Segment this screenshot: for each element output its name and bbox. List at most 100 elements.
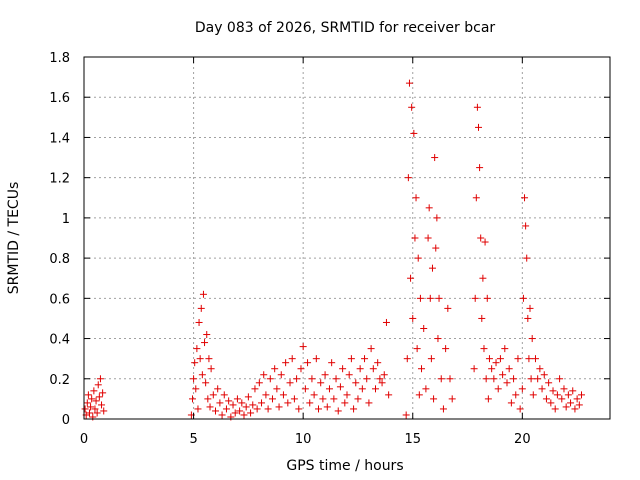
data-point xyxy=(496,355,504,363)
chart-title: Day 083 of 2026, SRMTID for receiver bca… xyxy=(195,20,496,36)
data-point xyxy=(564,391,572,399)
data-point xyxy=(191,359,199,367)
data-point xyxy=(549,387,557,395)
data-point xyxy=(556,375,564,383)
data-point xyxy=(404,174,412,182)
data-point xyxy=(477,234,485,242)
data-point xyxy=(526,304,534,312)
data-point xyxy=(203,331,211,339)
data-point xyxy=(378,379,386,387)
data-point xyxy=(343,391,351,399)
data-point xyxy=(222,405,230,413)
data-point xyxy=(538,385,546,393)
data-point xyxy=(299,343,307,351)
data-point xyxy=(573,395,581,403)
data-point xyxy=(207,365,215,373)
data-point xyxy=(551,405,559,413)
data-point xyxy=(258,399,266,407)
data-point xyxy=(90,387,98,395)
data-point xyxy=(188,395,196,403)
data-point xyxy=(560,385,568,393)
data-point xyxy=(380,371,388,379)
data-point xyxy=(476,164,484,172)
data-point xyxy=(354,395,362,403)
data-point xyxy=(321,371,329,379)
x-tick-label: 10 xyxy=(295,432,312,447)
data-point xyxy=(365,399,373,407)
y-tick-label: 1.8 xyxy=(49,51,70,66)
data-point xyxy=(424,234,432,242)
data-point xyxy=(428,264,436,272)
data-point xyxy=(225,397,233,405)
data-point xyxy=(352,379,360,387)
data-point xyxy=(341,399,349,407)
data-point xyxy=(279,391,287,399)
data-point xyxy=(409,314,417,322)
data-point xyxy=(264,405,272,413)
data-point xyxy=(439,405,447,413)
data-point xyxy=(209,391,217,399)
data-point xyxy=(271,365,279,373)
data-point xyxy=(501,345,509,353)
data-point xyxy=(507,399,515,407)
data-point xyxy=(229,401,237,409)
data-point xyxy=(478,314,486,322)
data-point xyxy=(472,194,480,202)
data-point xyxy=(426,294,434,302)
data-point xyxy=(407,274,415,282)
axis-ticks xyxy=(83,56,610,420)
data-point xyxy=(485,355,493,363)
data-point xyxy=(540,371,548,379)
data-point xyxy=(363,375,371,383)
data-point xyxy=(94,381,102,389)
data-point xyxy=(266,375,274,383)
data-point xyxy=(247,409,255,417)
data-point xyxy=(522,222,530,230)
data-point xyxy=(85,409,93,417)
data-point xyxy=(405,79,413,87)
data-point xyxy=(482,375,490,383)
data-point xyxy=(268,395,276,403)
y-tick-label: 0 xyxy=(62,413,70,428)
data-point xyxy=(317,379,325,387)
data-point xyxy=(518,385,526,393)
y-tick-label: 1 xyxy=(62,212,70,227)
data-point xyxy=(499,371,507,379)
data-point xyxy=(262,391,270,399)
data-point xyxy=(350,405,358,413)
data-point xyxy=(367,345,375,353)
data-point xyxy=(434,335,442,343)
data-point xyxy=(385,391,393,399)
data-point xyxy=(201,339,209,347)
data-point xyxy=(198,371,206,379)
data-point xyxy=(415,391,423,399)
data-point xyxy=(553,391,561,399)
data-point xyxy=(492,359,500,367)
data-point xyxy=(290,395,298,403)
data-point xyxy=(516,405,524,413)
grid-lines xyxy=(84,57,610,419)
data-point xyxy=(479,274,487,282)
data-point xyxy=(529,391,537,399)
data-point xyxy=(202,379,210,387)
data-point xyxy=(84,391,92,399)
data-point xyxy=(195,318,203,326)
data-point xyxy=(562,403,570,411)
data-point xyxy=(83,399,91,407)
data-point xyxy=(93,409,101,417)
data-point xyxy=(402,411,410,419)
data-point xyxy=(231,409,239,417)
data-point xyxy=(510,375,518,383)
data-point xyxy=(505,365,513,373)
data-point xyxy=(233,395,241,403)
data-point xyxy=(418,365,426,373)
data-point xyxy=(374,359,382,367)
data-point xyxy=(297,365,305,373)
plot-frame xyxy=(83,56,611,420)
data-point xyxy=(358,385,366,393)
x-tick-label: 15 xyxy=(404,432,421,447)
data-point xyxy=(81,405,89,413)
data-point xyxy=(545,379,553,387)
data-point xyxy=(87,403,95,411)
data-point xyxy=(431,154,439,162)
